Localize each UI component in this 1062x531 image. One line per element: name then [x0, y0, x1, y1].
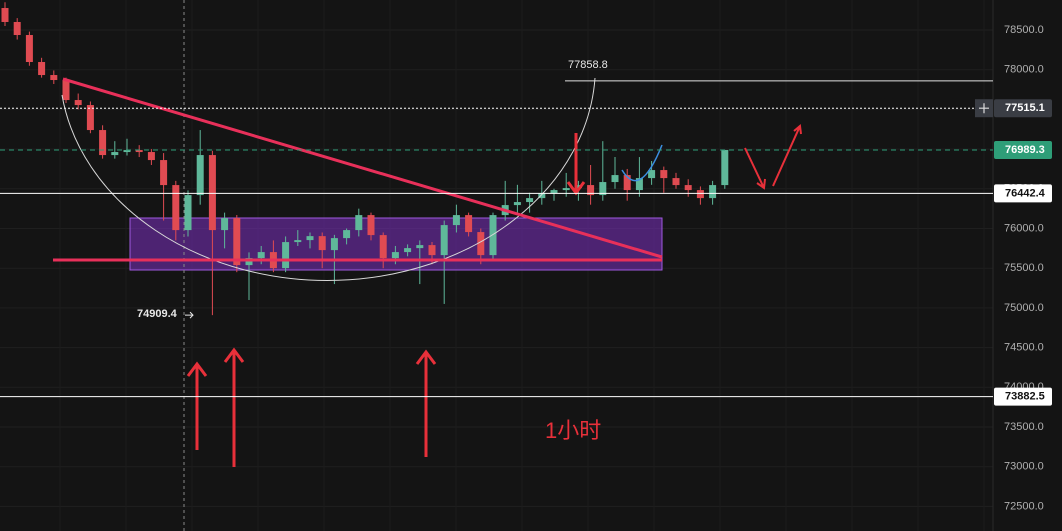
candle-body — [86, 105, 94, 131]
caption: 1小时 — [545, 418, 601, 443]
candle-body — [1, 8, 9, 22]
candle-body — [233, 218, 241, 266]
candle-body — [172, 185, 180, 231]
candle-body — [135, 150, 143, 153]
candle-body — [526, 198, 534, 203]
candle-body — [587, 185, 595, 196]
candle-body — [513, 202, 521, 206]
curve-drawing — [621, 144, 663, 182]
y-tick-label: 73500.0 — [1004, 421, 1044, 433]
candle-body — [245, 258, 253, 266]
candle-body — [160, 160, 168, 186]
candle-body — [62, 80, 70, 101]
candle-body — [294, 240, 302, 243]
candle-body — [306, 236, 314, 241]
candle-body — [599, 182, 607, 196]
candle-body — [465, 215, 473, 233]
candle-body — [147, 152, 155, 161]
candle-body — [440, 225, 448, 256]
candle-body — [452, 215, 460, 226]
candle-body — [416, 245, 424, 249]
candle-body — [477, 232, 485, 256]
candle-body — [330, 238, 338, 251]
arrows — [186, 124, 802, 467]
candle-body — [648, 170, 656, 179]
price-tag-label: 76989.3 — [1005, 144, 1045, 156]
candle-body — [318, 236, 326, 251]
low-label: 74909.4 — [137, 308, 178, 320]
candle-body — [696, 190, 704, 199]
price-tag — [994, 99, 1052, 118]
candle-body — [208, 155, 216, 231]
high-label: 77858.8 — [568, 59, 608, 71]
candle-body — [391, 252, 399, 259]
candles — [1, 2, 729, 316]
candle-body — [660, 170, 668, 179]
y-tick-label: 75500.0 — [1004, 262, 1044, 274]
candle-body — [38, 62, 46, 76]
candle-body — [623, 175, 631, 191]
y-tick-label: 75000.0 — [1004, 302, 1044, 314]
price-tag-label: 73882.5 — [1005, 391, 1045, 403]
candle-body — [184, 195, 192, 231]
trend-line — [62, 77, 663, 259]
candle-body — [367, 215, 375, 236]
candle-body — [574, 185, 582, 189]
candle-body — [550, 190, 558, 194]
candle-body — [379, 235, 387, 259]
candle-body — [721, 149, 729, 186]
low-pointer — [185, 311, 194, 319]
candle-body — [221, 218, 229, 231]
price-tag-label: 76442.4 — [1005, 187, 1046, 199]
y-tick-label: 74500.0 — [1004, 342, 1044, 354]
candle-body — [25, 35, 33, 63]
candle-body — [257, 252, 265, 259]
price-tag-label: 77515.1 — [1005, 102, 1045, 114]
candle-body — [684, 185, 692, 191]
candle-body — [538, 193, 546, 199]
price-tag — [994, 387, 1052, 406]
candle-body — [611, 175, 619, 183]
price-tag — [994, 184, 1052, 203]
candle-body — [282, 242, 290, 269]
arc-drawing — [61, 77, 596, 281]
candle-body — [562, 188, 570, 191]
candle-body — [709, 185, 717, 199]
y-tick-label: 72500.0 — [1004, 500, 1044, 512]
y-tick-label: 73000.0 — [1004, 461, 1044, 473]
candle-body — [99, 130, 107, 156]
candle-body — [196, 155, 204, 196]
y-tick-label: 78500.0 — [1004, 24, 1044, 36]
y-tick-label: 78000.0 — [1004, 64, 1044, 76]
candle-body — [111, 152, 119, 156]
candle-body — [428, 245, 436, 256]
candle-body — [343, 230, 351, 239]
candle-body — [355, 215, 363, 231]
overlay: 72500.073000.073500.074000.074500.075000… — [0, 24, 1052, 512]
candle-body — [50, 75, 58, 81]
candle-body — [404, 248, 412, 253]
candle-body — [13, 21, 21, 36]
candle-body — [123, 150, 131, 153]
y-tick-label: 76000.0 — [1004, 222, 1044, 234]
candle-body — [635, 178, 643, 191]
candle-body — [672, 178, 680, 186]
candle-body — [74, 100, 82, 106]
price-tag — [994, 140, 1052, 159]
add-icon — [979, 103, 989, 114]
